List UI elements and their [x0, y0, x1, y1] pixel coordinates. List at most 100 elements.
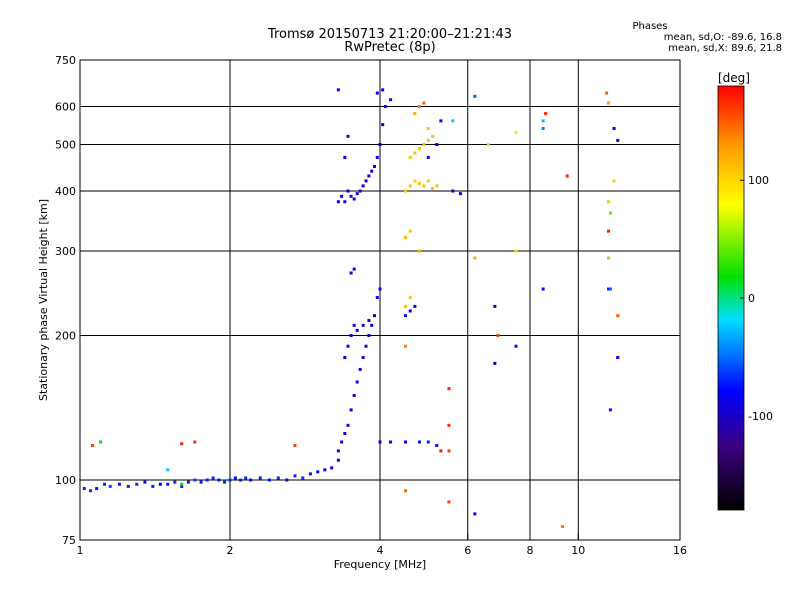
y-tick-label: 300	[55, 245, 76, 258]
data-point	[358, 189, 362, 193]
data-point	[403, 304, 407, 308]
data-point	[343, 155, 347, 159]
data-point	[431, 186, 435, 190]
y-axis-label: Stationary phase Virtual Height [km]	[37, 199, 50, 401]
data-point	[413, 112, 417, 116]
data-point	[426, 440, 430, 444]
data-point	[233, 476, 237, 480]
y-tick-label: 75	[62, 534, 76, 547]
data-point	[608, 408, 612, 412]
data-point	[541, 119, 545, 123]
data-point	[383, 105, 387, 109]
data-point	[186, 480, 190, 484]
data-point	[381, 123, 385, 127]
data-point	[417, 105, 421, 109]
data-point	[89, 489, 93, 493]
x-tick-label: 6	[464, 544, 471, 557]
data-point	[616, 314, 620, 318]
data-point	[336, 88, 340, 92]
data-point	[493, 361, 497, 365]
data-point	[612, 179, 616, 183]
data-point	[426, 179, 430, 183]
data-point	[364, 179, 368, 183]
data-point	[403, 314, 407, 318]
data-point	[349, 194, 353, 198]
chart-title: Tromsø 20150713 21:20:00–21:21:43	[267, 27, 513, 42]
data-point	[447, 387, 451, 391]
data-point	[166, 468, 170, 472]
data-point	[544, 112, 548, 116]
data-point	[361, 184, 365, 188]
data-point	[607, 200, 611, 204]
data-point	[355, 192, 359, 196]
y-tick-label: 100	[55, 474, 76, 487]
data-points-layer	[82, 88, 620, 529]
data-point	[336, 449, 340, 453]
data-point	[451, 189, 455, 193]
data-point	[349, 334, 353, 338]
data-point	[103, 482, 107, 486]
data-point	[308, 472, 312, 476]
y-tick-label: 500	[55, 139, 76, 152]
data-point	[340, 194, 344, 198]
colorbar-gradient	[717, 85, 745, 511]
grid-layer	[80, 60, 680, 540]
data-point	[608, 211, 612, 215]
data-point	[541, 126, 545, 130]
data-point	[616, 138, 620, 142]
data-point	[378, 287, 382, 291]
data-point	[541, 287, 545, 291]
data-point	[276, 476, 280, 480]
data-point	[473, 94, 477, 98]
data-point	[361, 355, 365, 359]
data-point	[166, 482, 170, 486]
data-point	[616, 355, 620, 359]
data-point	[370, 169, 374, 173]
data-point	[422, 101, 426, 105]
x-axis-label: Frequency [MHz]	[334, 558, 426, 571]
data-point	[180, 482, 184, 486]
data-point	[267, 478, 271, 482]
data-point	[422, 184, 426, 188]
data-point	[346, 189, 350, 193]
data-point	[285, 478, 289, 482]
data-point	[514, 344, 518, 348]
data-point	[244, 476, 248, 480]
data-point	[336, 458, 340, 462]
data-point	[367, 334, 371, 338]
data-point	[346, 134, 350, 138]
data-point	[367, 174, 371, 178]
data-point	[336, 200, 340, 204]
y-tick-label: 400	[55, 185, 76, 198]
data-point	[358, 367, 362, 371]
data-point	[367, 318, 371, 322]
data-point	[473, 256, 477, 260]
data-point	[193, 478, 197, 482]
data-point	[375, 296, 379, 300]
data-point	[340, 440, 344, 444]
data-point	[403, 440, 407, 444]
data-point	[435, 143, 439, 147]
data-point	[361, 323, 365, 327]
data-point	[514, 249, 518, 253]
data-point	[612, 126, 616, 130]
data-point	[439, 119, 443, 123]
data-point	[413, 179, 417, 183]
data-point	[91, 444, 95, 448]
data-point	[608, 287, 612, 291]
data-point	[403, 489, 407, 493]
data-point	[426, 155, 430, 159]
data-point	[447, 423, 451, 427]
data-point	[352, 267, 356, 271]
data-point	[408, 229, 412, 233]
data-point	[486, 143, 490, 147]
data-point	[249, 478, 253, 482]
data-point	[205, 478, 209, 482]
data-point	[417, 181, 421, 185]
data-point	[373, 314, 377, 318]
data-point	[293, 474, 297, 478]
data-point	[458, 192, 462, 196]
data-point	[82, 487, 86, 491]
data-point	[117, 482, 121, 486]
data-point	[378, 143, 382, 147]
